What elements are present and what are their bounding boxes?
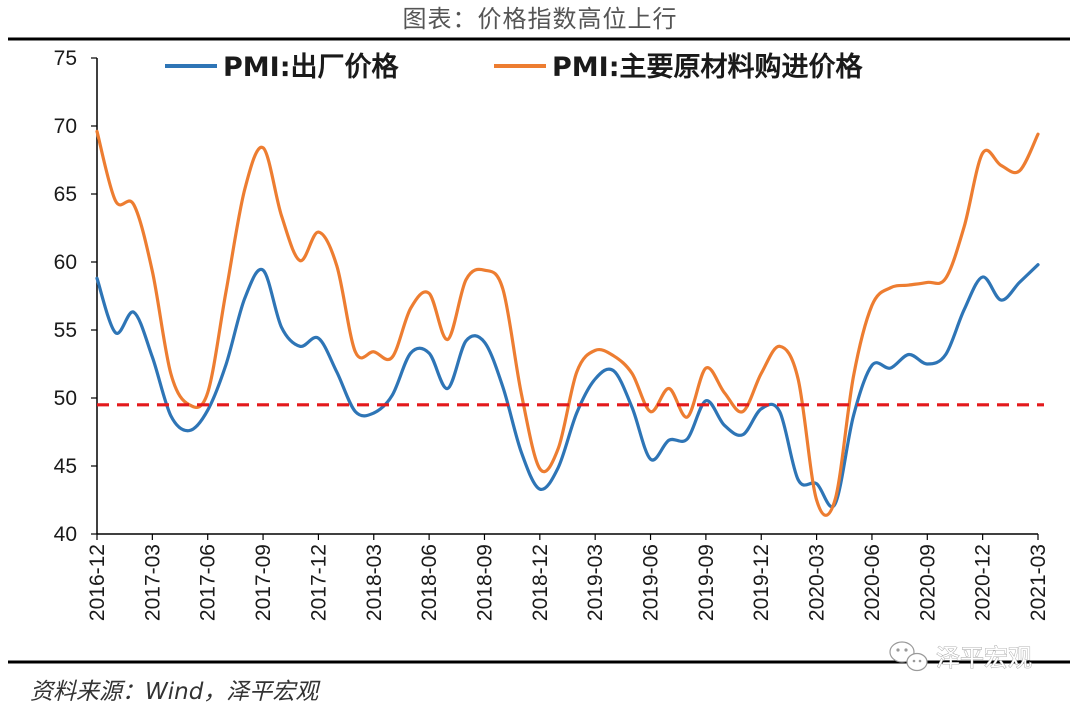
y-tick-label: 75 [54, 47, 77, 70]
y-tick-label: 40 [54, 523, 77, 546]
x-tick-label: 2020-06 [861, 544, 884, 621]
y-tick-label: 70 [54, 115, 77, 138]
x-tick-label: 2019-06 [640, 544, 663, 621]
wechat-icon [889, 641, 928, 672]
source-note: 资料来源：Wind，泽平宏观 [30, 679, 321, 705]
x-tick-label: 2016-12 [86, 544, 109, 621]
series-line-1 [95, 263, 1040, 509]
y-tick-label: 55 [54, 319, 77, 342]
x-tick-label: 2018-09 [473, 544, 496, 621]
plot-area: 40 45 50 55 60 65 70 75 2016-12 2017-03 2017-06 201… [54, 47, 1050, 621]
x-tick-label: 2020-09 [916, 544, 939, 621]
x-tick-label: 2017-03 [141, 544, 164, 621]
x-tick-label: 2019-12 [750, 544, 773, 621]
x-tick-label: 2017-09 [252, 544, 275, 621]
y-tick-label: 45 [54, 455, 77, 478]
x-tick-label: 2018-06 [418, 544, 441, 621]
y-tick-label: 50 [54, 387, 77, 410]
x-tick-label: 2020-03 [806, 544, 829, 621]
x-tick-label: 2018-03 [363, 544, 386, 621]
x-tick-label: 2017-06 [197, 544, 220, 621]
y-tick-label: 65 [54, 183, 77, 206]
series-line-2 [95, 129, 1040, 517]
x-tick-label: 2019-03 [584, 544, 607, 621]
legend-label-2: PMI:主要原材料购进价格 [552, 52, 863, 83]
x-tick-label: 2017-12 [307, 544, 330, 621]
x-tick-label: 2020-12 [972, 544, 995, 621]
watermark-text: 泽平宏观 [936, 644, 1032, 672]
chart-title: 图表：价格指数高位上行 [403, 5, 678, 33]
legend-label-1: PMI:出厂价格 [223, 52, 399, 83]
y-tick-label: 60 [54, 251, 77, 274]
x-tick-label: 2019-09 [695, 544, 718, 621]
legend: PMI:出厂价格 PMI:主要原材料购进价格 [165, 52, 863, 83]
x-tick-label: 2021-03 [1027, 544, 1050, 621]
watermark: 泽平宏观 [889, 641, 1032, 672]
x-tick-label: 2018-12 [529, 544, 552, 621]
